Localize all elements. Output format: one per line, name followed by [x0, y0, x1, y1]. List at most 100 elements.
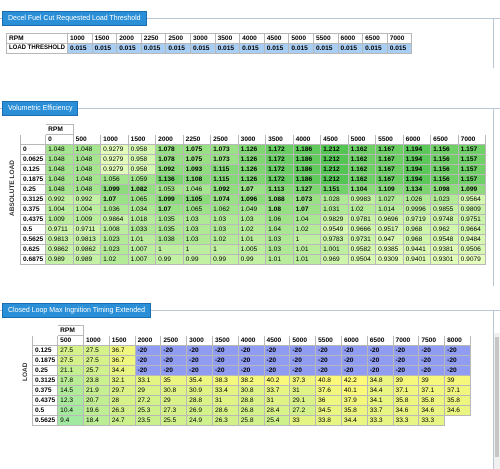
ve-cell[interactable]: 1.03 — [182, 214, 212, 225]
timing-cell[interactable]: -20 — [340, 345, 368, 356]
timing-cell[interactable]: 24.7 — [108, 415, 136, 426]
ve-cell[interactable]: 0.9666 — [347, 224, 377, 235]
ve-cell[interactable]: 1.098 — [430, 184, 459, 195]
threshold-cell[interactable]: 0.015 — [189, 43, 216, 54]
timing-cell[interactable]: -20 — [418, 345, 446, 356]
ve-cell[interactable]: 1.048 — [72, 184, 102, 195]
timing-cell[interactable]: 37.9 — [340, 395, 368, 406]
ve-cell[interactable]: 0.9719 — [402, 214, 432, 225]
ve-cell[interactable]: 1 — [210, 244, 239, 255]
ve-cell[interactable]: 0.99 — [182, 254, 212, 265]
ve-cell[interactable]: 1.007 — [127, 254, 157, 265]
timing-cell[interactable]: -20 — [211, 365, 239, 376]
timing-cell[interactable]: 38.3 — [211, 375, 239, 386]
ve-cell[interactable]: 0.99 — [155, 254, 184, 265]
timing-cell[interactable]: 27.2 — [134, 395, 162, 406]
timing-cell[interactable]: -20 — [366, 355, 394, 366]
ve-cell[interactable]: 1.001 — [320, 244, 349, 255]
timing-cell[interactable]: 25.7 — [82, 365, 110, 376]
ve-cell[interactable]: 1.093 — [182, 164, 212, 175]
ve-cell[interactable]: 1.04 — [292, 214, 322, 225]
timing-cell[interactable]: 30.9 — [186, 385, 213, 396]
decel-panel-title[interactable]: Decel Fuel Cut Requested Load Threshold — [2, 11, 147, 26]
ve-cell[interactable]: 0.9781 — [347, 214, 377, 225]
ve-cell[interactable]: 1.03 — [265, 234, 294, 245]
timing-cell[interactable]: -20 — [289, 345, 317, 356]
timing-cell[interactable]: 33 — [289, 415, 317, 426]
timing-cell[interactable]: 26.3 — [211, 415, 239, 426]
timing-cell[interactable]: 34.1 — [366, 395, 394, 406]
ve-cell[interactable]: 1.088 — [265, 194, 294, 205]
timing-cell[interactable]: 23.5 — [134, 415, 162, 426]
timing-cell[interactable]: 10.4 — [57, 405, 84, 416]
ve-cell[interactable]: 0.9829 — [320, 214, 349, 225]
timing-cell[interactable]: 31 — [263, 395, 291, 406]
timing-cell[interactable]: 31 — [211, 395, 239, 406]
timing-cell[interactable]: 36.7 — [108, 345, 136, 356]
timing-cell[interactable]: 30.8 — [160, 385, 188, 396]
timing-cell[interactable]: 28 — [108, 395, 136, 406]
ve-cell[interactable]: 1.049 — [237, 204, 267, 215]
ve-cell[interactable]: 1.073 — [210, 154, 239, 165]
ve-cell[interactable]: 0.99 — [237, 254, 267, 265]
cl-scroll-thumb[interactable] — [495, 337, 499, 457]
timing-cell[interactable]: 27.5 — [57, 355, 84, 366]
ve-cell[interactable]: 1.035 — [155, 214, 184, 225]
ve-cell[interactable]: 1.048 — [72, 144, 102, 155]
timing-cell[interactable]: -20 — [444, 345, 471, 356]
timing-cell[interactable]: 42.2 — [340, 375, 368, 386]
ve-cell[interactable]: 1.031 — [320, 204, 349, 215]
ve-cell[interactable]: 1.167 — [375, 154, 404, 165]
ve-cell[interactable]: 1.126 — [237, 164, 267, 175]
ve-cell[interactable]: 1.127 — [292, 184, 322, 195]
ve-cell[interactable]: 1.07 — [155, 204, 184, 215]
timing-cell[interactable]: 26.9 — [186, 405, 213, 416]
timing-cell[interactable]: 32.1 — [108, 375, 136, 386]
ve-cell[interactable]: 0.9813 — [72, 234, 102, 245]
ve-cell[interactable]: 1.212 — [320, 174, 349, 185]
ve-cell[interactable]: 0.969 — [320, 254, 349, 265]
ve-cell[interactable]: 1.033 — [127, 224, 157, 235]
ve-cell[interactable]: 1.01 — [292, 254, 322, 265]
ve-cell[interactable]: 1.194 — [402, 144, 432, 155]
threshold-cell[interactable]: 0.015 — [312, 43, 339, 54]
ve-cell[interactable]: 0.9385 — [375, 244, 404, 255]
ve-cell[interactable]: 1.136 — [155, 174, 184, 185]
ve-cell[interactable]: 0.947 — [375, 234, 404, 245]
ve-cell[interactable]: 1.03 — [210, 214, 239, 225]
ve-cell[interactable]: 0.9441 — [402, 244, 432, 255]
timing-cell[interactable]: 29.1 — [289, 395, 317, 406]
ve-cell[interactable]: 1.07 — [237, 184, 267, 195]
ve-cell[interactable]: 0.9983 — [347, 194, 377, 205]
ve-cell[interactable]: 1.023 — [100, 234, 129, 245]
timing-cell[interactable]: -20 — [160, 355, 188, 366]
timing-cell[interactable]: 17.8 — [57, 375, 84, 386]
timing-cell[interactable]: 36.7 — [108, 355, 136, 366]
ve-cell[interactable]: 0.9484 — [457, 234, 487, 245]
ve-cell[interactable]: 1.048 — [45, 174, 74, 185]
timing-cell[interactable]: 33.7 — [263, 385, 291, 396]
timing-cell[interactable]: 37.1 — [444, 385, 471, 396]
timing-cell[interactable]: 37.1 — [392, 385, 420, 396]
ve-cell[interactable]: 1.06 — [265, 214, 294, 225]
timing-cell[interactable]: 34.8 — [366, 375, 394, 386]
timing-cell[interactable]: -20 — [366, 365, 394, 376]
ve-cell[interactable]: 0.9696 — [375, 214, 404, 225]
ve-cell[interactable]: 1.038 — [155, 234, 184, 245]
timing-cell[interactable]: -20 — [315, 355, 342, 366]
timing-cell[interactable]: 29 — [134, 385, 162, 396]
ve-cell[interactable]: 1.157 — [457, 164, 487, 175]
timing-cell[interactable]: -20 — [340, 365, 368, 376]
ve-cell[interactable]: 0.989 — [72, 254, 102, 265]
timing-cell[interactable]: 24.9 — [186, 415, 213, 426]
timing-cell[interactable]: 35 — [160, 375, 188, 386]
ve-cell[interactable]: 1.035 — [155, 224, 184, 235]
ve-cell[interactable]: 1.026 — [402, 194, 432, 205]
ve-cell[interactable]: 1.156 — [430, 174, 459, 185]
timing-cell[interactable]: 12.3 — [57, 395, 84, 406]
timing-cell[interactable]: 33.8 — [315, 415, 342, 426]
ve-cell[interactable]: 0.9309 — [375, 254, 404, 265]
timing-cell[interactable]: -20 — [237, 365, 265, 376]
timing-cell[interactable]: -20 — [211, 355, 239, 366]
ve-cell[interactable]: 1.096 — [237, 194, 267, 205]
